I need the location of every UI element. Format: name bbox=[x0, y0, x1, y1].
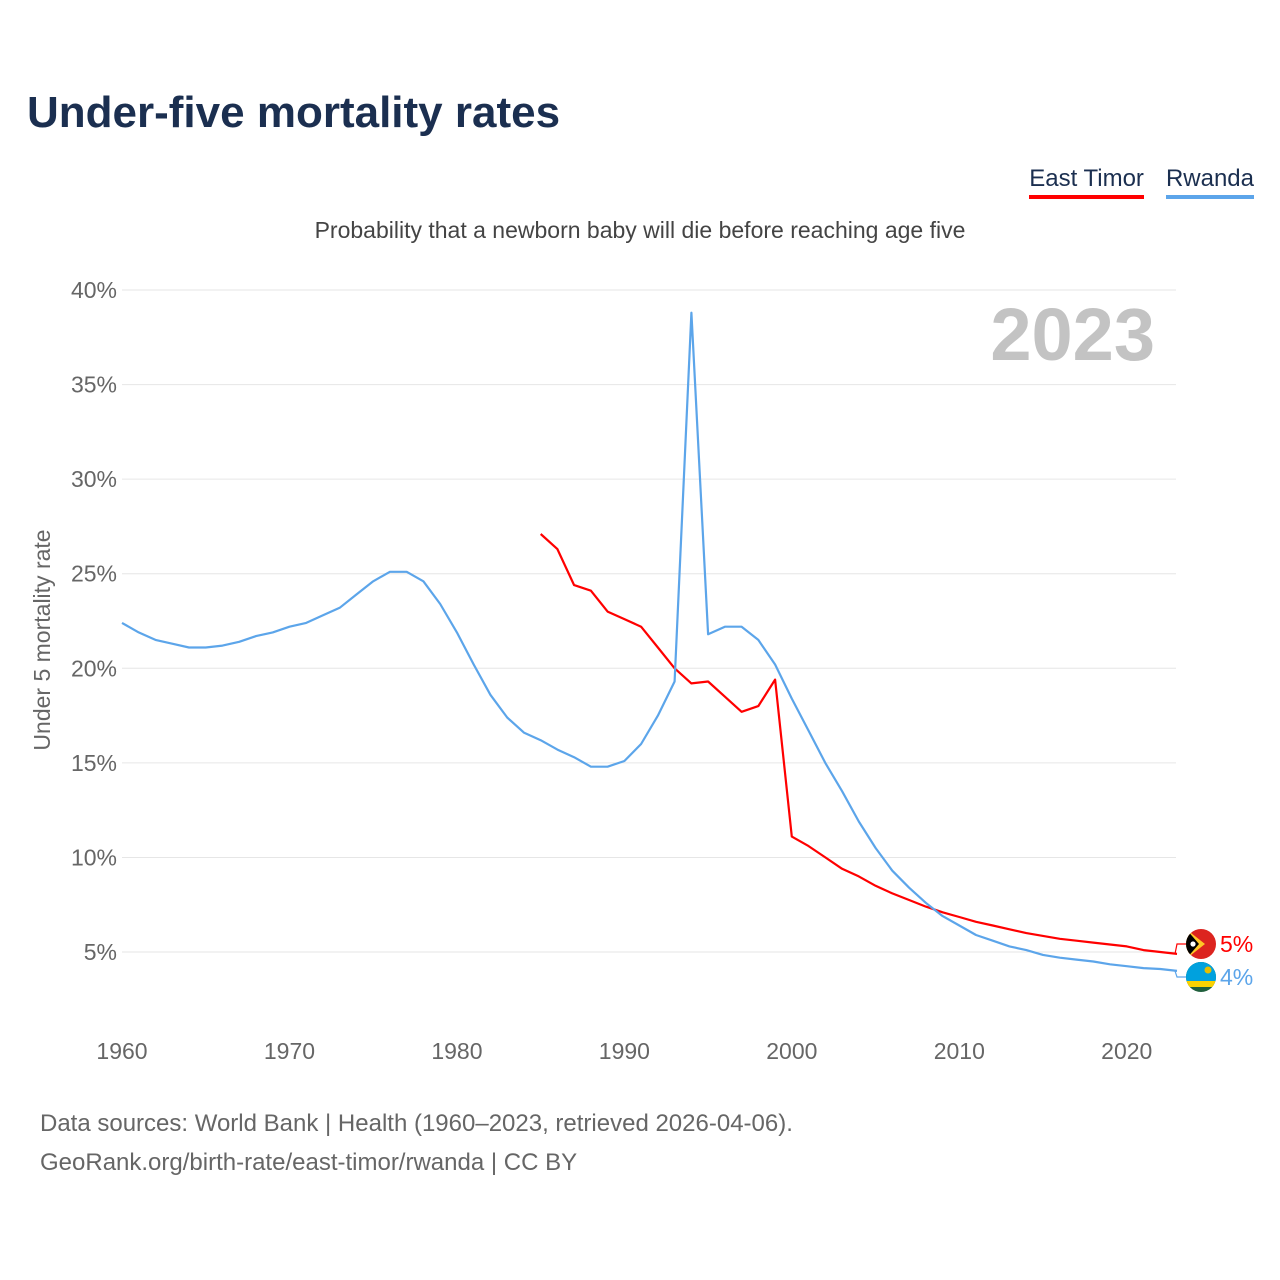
series-line-east-timor[interactable] bbox=[539, 533, 1178, 955]
source-link[interactable]: GeoRank.org/birth-rate/east-timor/rwanda… bbox=[40, 1149, 578, 1176]
chart-title: Under-five mortality rates bbox=[27, 88, 561, 137]
x-tick-label: 1960 bbox=[96, 1038, 147, 1064]
x-tick-label: 2020 bbox=[1101, 1038, 1152, 1064]
footer: Data sources: World Bank | Health (1960–… bbox=[40, 1104, 793, 1182]
y-tick-label: 40% bbox=[71, 277, 117, 303]
y-tick-label: 25% bbox=[71, 561, 117, 587]
east-timor-flag-icon bbox=[1186, 929, 1216, 959]
x-tick-label: 2000 bbox=[766, 1038, 817, 1064]
end-connector bbox=[1174, 970, 1186, 978]
series-line-rwanda[interactable] bbox=[121, 311, 1178, 972]
year-watermark: 2023 bbox=[990, 293, 1155, 376]
x-tick-label: 1970 bbox=[264, 1038, 315, 1064]
y-tick-label: 20% bbox=[71, 655, 117, 681]
end-connector bbox=[1174, 943, 1186, 955]
x-tick-label: 2010 bbox=[934, 1038, 985, 1064]
x-tick-label: 1990 bbox=[599, 1038, 650, 1064]
y-tick-label: 10% bbox=[71, 844, 117, 870]
rwanda-flag-icon bbox=[1186, 962, 1216, 992]
y-tick-label: 15% bbox=[71, 750, 117, 776]
chart-subtitle: Probability that a newborn baby will die… bbox=[314, 217, 966, 243]
y-tick-label: 35% bbox=[71, 372, 117, 398]
x-tick-label: 1980 bbox=[431, 1038, 482, 1064]
legend-item-rwanda[interactable]: Rwanda bbox=[1165, 165, 1254, 199]
legend: East Timor Rwanda bbox=[1029, 165, 1254, 199]
data-source-text: Data sources: World Bank | Health (1960–… bbox=[40, 1110, 793, 1137]
end-value-label: 4% bbox=[1220, 964, 1253, 990]
y-tick-label: 30% bbox=[71, 466, 117, 492]
y-tick-label: 5% bbox=[84, 939, 117, 965]
legend-item-east-timor[interactable]: East Timor bbox=[1029, 165, 1144, 199]
y-axis-label: Under 5 mortality rate bbox=[29, 529, 55, 750]
end-value-label: 5% bbox=[1220, 931, 1253, 957]
